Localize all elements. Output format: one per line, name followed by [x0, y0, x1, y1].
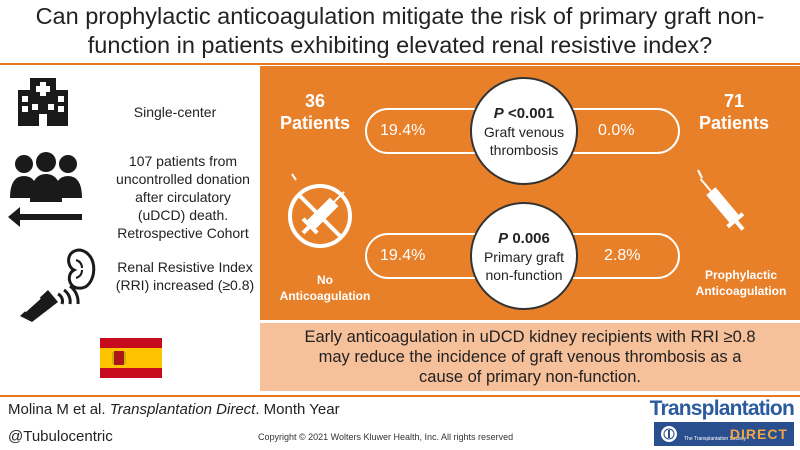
nonfunction-right-pct: 2.8% — [604, 247, 641, 264]
no-anticoagulation-label: No Anticoagulation — [279, 273, 371, 303]
left-patient-count: 36 Patients — [279, 91, 351, 133]
nonfunction-outcome-circle: P 0.006 Primary graft non-function — [470, 202, 578, 310]
thrombosis-p-value: P <0.001 — [493, 104, 555, 122]
bottom-divider — [0, 395, 800, 397]
title-line-1: Can prophylactic anticoagulation mitigat… — [35, 3, 765, 29]
copyright-text: Copyright © 2021 Wolters Kluwer Health, … — [258, 432, 514, 442]
citation: Molina M et al. Transplantation Direct. … — [8, 401, 340, 418]
nonfunction-left-pct: 19.4% — [380, 247, 426, 264]
spain-flag-icon — [100, 338, 162, 378]
twitter-handle[interactable]: @Tubulocentric — [8, 428, 113, 445]
nonfunction-p-value: P 0.006 — [498, 229, 550, 247]
single-center-text: Single-center — [133, 104, 217, 120]
rri-text: Renal Resistive Index (RRI) increased (≥… — [115, 259, 255, 293]
thrombosis-outcome-circle: P <0.001 Graft venous thrombosis — [470, 77, 578, 185]
prophylactic-anticoagulation-label: Prophylactic Anticoagulation — [695, 268, 787, 298]
patients-group-icon — [8, 152, 82, 227]
kidney-ultrasound-icon — [20, 248, 96, 322]
cohort-text: 107 patients from uncontrolled donation … — [116, 153, 250, 241]
syringe-icon — [697, 169, 745, 231]
journal-logo: Transplantation The Transplantation Soci… — [628, 397, 795, 446]
right-patient-count: 71 Patients — [698, 91, 770, 133]
conclusion-box: Early anticoagulation in uDCD kidney rec… — [260, 323, 800, 391]
no-syringe-icon — [288, 173, 352, 248]
society-seal-icon — [661, 426, 677, 442]
journal-logo-banner: The Transplantation Society DIRECT — [654, 422, 794, 446]
top-divider — [0, 63, 800, 65]
thrombosis-right-pct: 0.0% — [598, 122, 635, 139]
journal-logo-name: Transplantation — [649, 397, 795, 420]
hospital-icon — [18, 78, 68, 126]
title-line-2: function in patients exhibiting elevated… — [87, 32, 713, 58]
page-title: Can prophylactic anticoagulation mitigat… — [0, 2, 800, 60]
thrombosis-left-pct: 19.4% — [380, 122, 426, 139]
